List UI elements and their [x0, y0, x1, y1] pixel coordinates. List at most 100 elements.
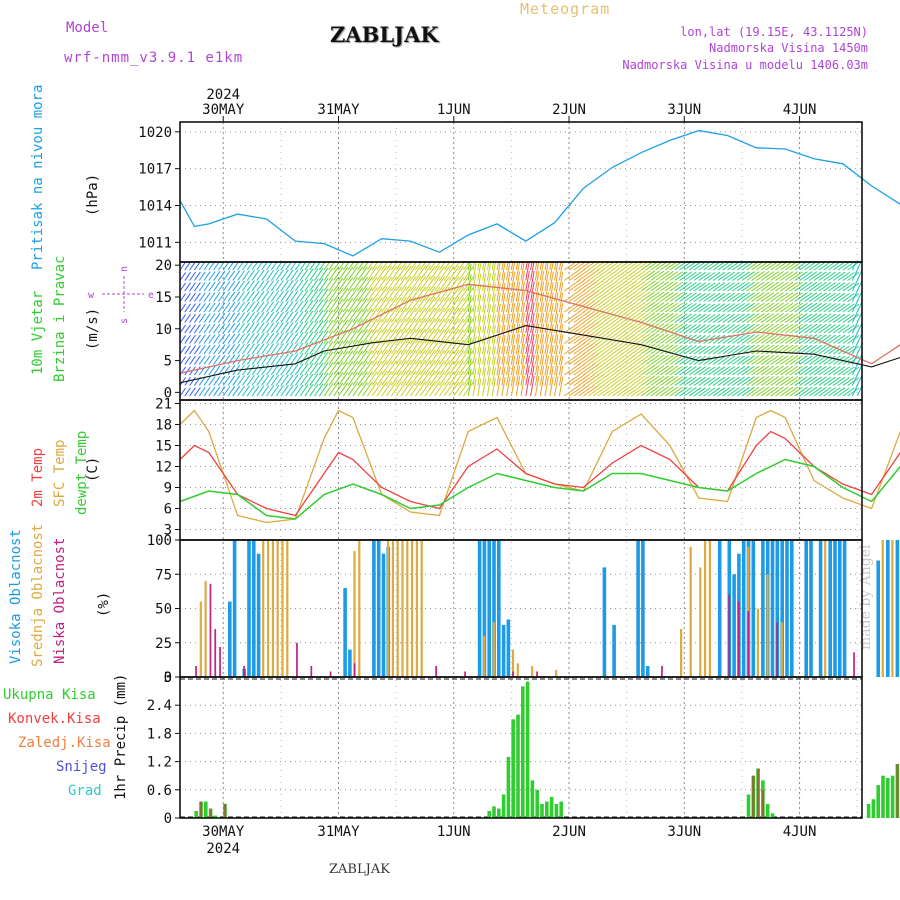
wind-arrow: [491, 367, 496, 386]
wind-arrow: [828, 303, 841, 313]
wind-arrow: [467, 284, 472, 302]
wind-arrow: [684, 376, 697, 386]
wind-arrow: [861, 352, 862, 354]
wind-arrow: [544, 334, 549, 355]
wind-arrow: [347, 308, 359, 323]
wind-arrow: [246, 262, 254, 271]
high-cloud-bar: [732, 574, 736, 678]
wind-arrow: [352, 298, 363, 313]
wind-arrow: [717, 303, 731, 313]
wind-arrow: [808, 323, 822, 334]
wind-arrow: [760, 365, 775, 376]
wind-arrow: [698, 262, 711, 271]
wind-arrow: [477, 315, 482, 334]
wind-arrow: [486, 294, 491, 313]
wind-arrow: [534, 281, 540, 302]
wind-arrow: [804, 355, 818, 365]
wind-arrow: [193, 262, 201, 271]
mid-cloud-bar: [492, 622, 495, 677]
wind-arrow: [823, 282, 836, 292]
wind-arrow: [266, 262, 273, 271]
wind-arrow: [477, 284, 482, 302]
wind-arrow: [765, 386, 780, 397]
wind-arrow: [861, 279, 862, 281]
wind-arrow: [482, 273, 487, 292]
wind-arrow: [578, 353, 595, 365]
wind-arrow: [189, 262, 196, 271]
wind-arrow: [674, 334, 688, 344]
cloud-ytick-label-1: 25: [155, 636, 172, 652]
wind-arrow: [703, 313, 716, 323]
wind-arrow: [573, 290, 590, 302]
cloud-ytick-label-4: 100: [147, 533, 172, 549]
wind-arrow: [275, 322, 284, 334]
wind-arrow: [794, 281, 808, 292]
wind-arrow: [823, 324, 836, 334]
wind-arrow: [808, 376, 822, 386]
wind-arrow: [837, 313, 850, 323]
wind-arrow: [832, 303, 846, 313]
wind-arrow: [640, 270, 656, 281]
high-cloud-bar: [612, 624, 616, 677]
wind-arrow: [472, 305, 477, 323]
low-cloud-bar: [512, 671, 514, 677]
wind-arrow: [467, 295, 472, 313]
wind-arrow: [813, 271, 827, 281]
wind-arrow: [660, 291, 674, 302]
wind-arrow: [712, 292, 726, 302]
wind-arrow: [660, 365, 674, 376]
wind-arrow: [597, 262, 611, 271]
wind-arrow: [304, 262, 312, 271]
wind-arrow: [472, 284, 477, 302]
wind-arrow: [443, 349, 455, 365]
wind-arrow: [693, 324, 706, 334]
wind-arrow: [664, 302, 679, 313]
wind-arrow: [193, 355, 201, 365]
wind-arrow: [732, 271, 745, 281]
wind-arrow: [280, 385, 289, 397]
wind-arrow: [612, 290, 628, 302]
wind-arrow: [842, 387, 855, 397]
wind-arrow: [314, 278, 324, 292]
wind-arrow: [438, 265, 450, 281]
wind-arrow: [486, 336, 491, 355]
wind-arrow: [299, 300, 309, 313]
wind-arrow: [789, 292, 803, 302]
wind-arrow: [688, 313, 702, 323]
wind-arrow: [789, 281, 803, 292]
wind-arrow: [837, 292, 850, 302]
precip-total-bar: [521, 686, 525, 818]
wind-arrow: [741, 365, 755, 376]
wind-arrow: [496, 356, 501, 376]
wind-arrow: [544, 344, 549, 365]
precip-total-bar: [890, 775, 895, 818]
mid-cloud-bar: [531, 666, 534, 677]
wind-arrow: [184, 335, 191, 344]
wind-arrow: [674, 313, 688, 323]
wind-arrow: [280, 290, 289, 302]
precip-total-bar: [194, 811, 198, 818]
wind-arrow: [333, 309, 344, 323]
wind-arrow: [506, 324, 511, 344]
wind-arrow: [486, 304, 491, 323]
wind-arrow: [290, 311, 299, 323]
wind-arrow: [180, 262, 187, 271]
wind-arrow: [453, 318, 465, 334]
wind-arrow: [525, 333, 530, 355]
wind-arrow: [602, 385, 618, 397]
wind-arrow: [693, 303, 706, 313]
wind-arrow: [410, 349, 422, 365]
wind-arrow: [832, 282, 846, 292]
wind-arrow: [347, 298, 359, 313]
wind-arrow: [390, 339, 402, 355]
pressure-ylabel: Pritisak na nivou mora: [30, 85, 46, 270]
wind-arrow: [266, 311, 275, 323]
wind-arrow: [775, 302, 789, 313]
wind-arrow: [467, 316, 472, 334]
wind-arrow: [395, 328, 407, 344]
wind-arrow: [217, 354, 226, 365]
wind-arrow: [285, 269, 294, 281]
wind-arrow: [342, 308, 354, 323]
wind-arrow: [453, 287, 465, 302]
wind-arrow: [837, 366, 850, 376]
